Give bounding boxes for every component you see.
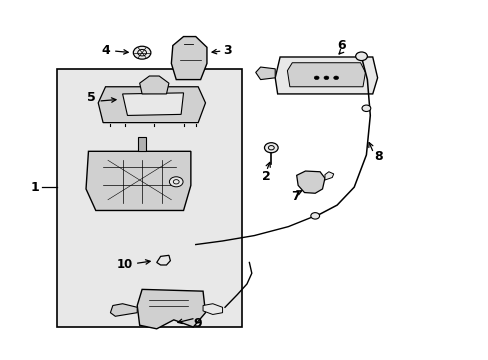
Circle shape xyxy=(314,76,319,80)
Circle shape xyxy=(133,46,151,59)
Polygon shape xyxy=(275,57,377,94)
Circle shape xyxy=(264,143,278,153)
Polygon shape xyxy=(86,151,190,211)
Polygon shape xyxy=(110,304,137,316)
Text: 9: 9 xyxy=(193,317,202,330)
Polygon shape xyxy=(137,289,205,329)
Text: 4: 4 xyxy=(101,44,110,57)
Text: 8: 8 xyxy=(373,150,382,163)
Bar xyxy=(138,137,146,151)
Polygon shape xyxy=(98,87,205,123)
Text: 2: 2 xyxy=(262,170,270,183)
Polygon shape xyxy=(255,67,275,80)
Circle shape xyxy=(333,76,338,80)
Text: 6: 6 xyxy=(337,39,346,52)
Circle shape xyxy=(355,52,366,60)
FancyBboxPatch shape xyxy=(57,69,242,327)
Circle shape xyxy=(310,213,319,219)
Polygon shape xyxy=(203,304,222,315)
Text: 3: 3 xyxy=(223,44,231,57)
Polygon shape xyxy=(171,37,206,80)
Polygon shape xyxy=(122,93,183,116)
Text: 5: 5 xyxy=(86,91,95,104)
Text: 10: 10 xyxy=(117,258,133,271)
Circle shape xyxy=(169,177,183,187)
Polygon shape xyxy=(157,255,170,265)
Circle shape xyxy=(361,105,370,112)
Text: 1: 1 xyxy=(30,181,39,194)
Polygon shape xyxy=(140,76,168,94)
Polygon shape xyxy=(296,171,325,193)
Polygon shape xyxy=(287,63,365,87)
Polygon shape xyxy=(325,172,333,180)
Circle shape xyxy=(324,76,328,80)
Text: 7: 7 xyxy=(291,190,300,203)
